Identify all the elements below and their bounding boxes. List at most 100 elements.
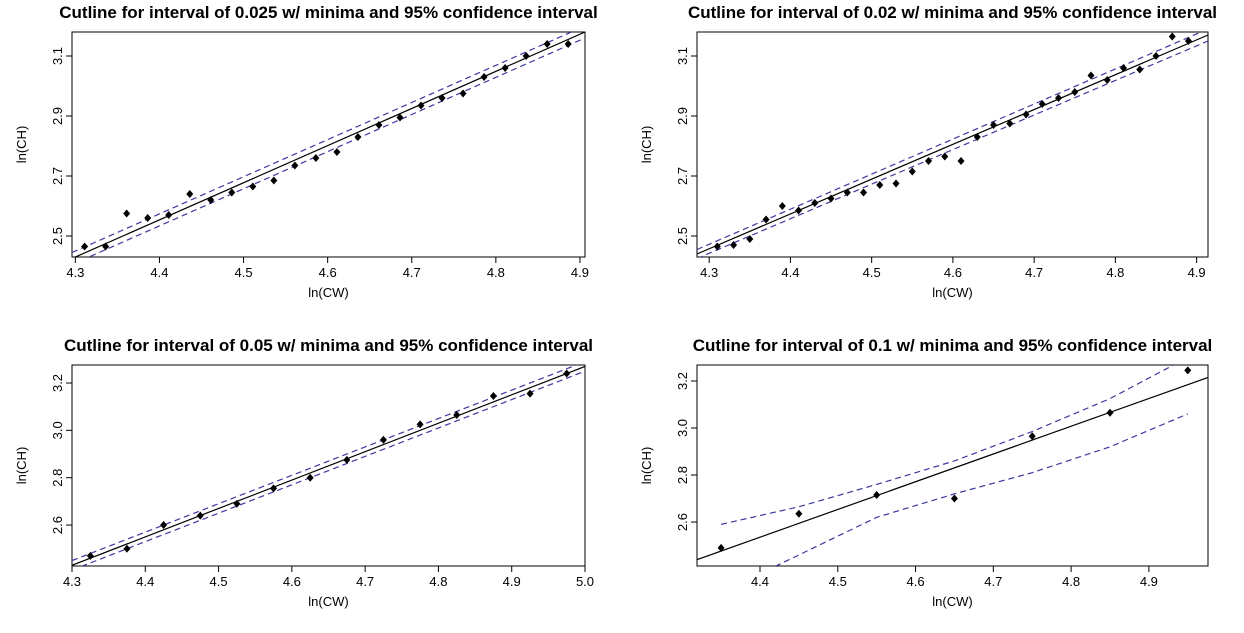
upper-confidence-line: [697, 32, 1203, 251]
data-point: [459, 89, 467, 98]
x-axis-label: ln(CW): [308, 285, 348, 300]
y-tick-label: 3.1: [50, 47, 65, 65]
x-tick-label: 4.9: [503, 574, 521, 589]
y-tick-label: 2.6: [675, 513, 690, 531]
data-point: [186, 190, 194, 198]
y-tick-label: 3.0: [50, 421, 65, 439]
data-point: [354, 133, 362, 141]
data-point: [941, 152, 949, 161]
data-point: [892, 179, 900, 188]
data-point: [1055, 94, 1063, 102]
data-point: [1103, 76, 1111, 84]
x-tick-label: 4.7: [984, 574, 1002, 589]
data-point: [144, 214, 152, 222]
x-tick-label: 4.6: [283, 574, 301, 589]
chart-title: Cutline for interval of 0.025 w/ minima …: [59, 3, 597, 22]
data-point: [564, 40, 572, 48]
data-point: [249, 182, 257, 191]
lower-confidence-line: [80, 370, 585, 566]
data-point: [165, 211, 173, 219]
data-point: [950, 494, 958, 503]
x-tick-label: 5.0: [576, 574, 594, 589]
chart-title: Cutline for interval of 0.02 w/ minima a…: [688, 3, 1217, 22]
data-point: [1106, 408, 1114, 417]
data-point: [827, 194, 835, 203]
data-point: [713, 242, 721, 251]
x-tick-label: 4.5: [829, 574, 847, 589]
y-tick-label: 2.8: [675, 466, 690, 484]
x-tick-label: 4.8: [1106, 265, 1124, 280]
x-axis-label: ln(CW): [932, 285, 972, 300]
data-point: [730, 241, 738, 249]
upper-confidence-line: [720, 365, 1175, 525]
upper-confidence-line: [72, 32, 573, 254]
x-tick-label: 4.7: [403, 265, 421, 280]
x-tick-label: 4.9: [1140, 574, 1158, 589]
data-point: [957, 157, 965, 165]
data-point: [416, 420, 424, 429]
x-axis-label: ln(CW): [932, 594, 972, 609]
plot-area: [72, 365, 585, 566]
y-axis-label: ln(CH): [639, 447, 654, 485]
data-point: [453, 410, 461, 419]
data-point: [795, 206, 803, 215]
data-point: [228, 188, 236, 197]
data-point: [1071, 88, 1079, 96]
y-tick-label: 2.7: [675, 167, 690, 185]
lower-confidence-line: [774, 413, 1189, 566]
y-axis-label: ln(CH): [14, 126, 29, 164]
data-point: [489, 392, 497, 401]
y-tick-label: 3.2: [50, 374, 65, 392]
plot-frame: [696, 364, 1209, 567]
data-point: [1087, 71, 1095, 80]
x-tick-label: 4.5: [210, 574, 228, 589]
data-point: [522, 52, 530, 60]
data-point: [1136, 65, 1144, 74]
x-tick-label: 4.4: [781, 265, 799, 280]
data-point: [396, 113, 404, 122]
data-point: [160, 521, 168, 530]
lower-confidence-line: [698, 40, 1208, 257]
plot-frame: [71, 364, 586, 567]
data-point: [873, 491, 881, 500]
data-point: [291, 161, 299, 170]
data-point: [233, 499, 241, 508]
y-tick-label: 2.6: [50, 516, 65, 534]
x-tick-label: 4.7: [356, 574, 374, 589]
data-point: [207, 196, 215, 204]
chart-title: Cutline for interval of 0.1 w/ minima an…: [693, 336, 1213, 355]
data-point: [860, 188, 868, 197]
x-tick-label: 4.7: [1025, 265, 1043, 280]
data-point: [990, 121, 998, 129]
data-point: [438, 94, 446, 102]
data-point: [306, 473, 314, 482]
plot-area: [72, 32, 585, 257]
data-point: [379, 435, 387, 444]
data-point: [563, 369, 571, 378]
plot-area: [697, 32, 1208, 257]
data-point: [375, 121, 383, 129]
x-tick-label: 4.8: [429, 574, 447, 589]
data-point: [876, 181, 884, 189]
data-point: [1022, 110, 1030, 119]
data-point: [717, 543, 725, 552]
plot-area: [697, 365, 1208, 566]
x-tick-label: 4.5: [235, 265, 253, 280]
data-point: [1120, 64, 1128, 72]
y-tick-label: 3.2: [675, 372, 690, 390]
x-tick-label: 4.6: [319, 265, 337, 280]
data-point: [270, 484, 278, 493]
x-tick-label: 4.4: [136, 574, 154, 589]
data-point: [526, 389, 534, 398]
y-tick-label: 2.9: [675, 107, 690, 125]
data-point: [778, 202, 786, 210]
plot-frame: [71, 31, 586, 258]
x-tick-label: 4.8: [1062, 574, 1080, 589]
fit-line: [697, 376, 1208, 561]
y-tick-label: 3.1: [675, 47, 690, 65]
data-point: [762, 215, 770, 224]
data-point: [81, 242, 89, 251]
data-point: [795, 509, 803, 518]
data-point: [123, 544, 131, 553]
